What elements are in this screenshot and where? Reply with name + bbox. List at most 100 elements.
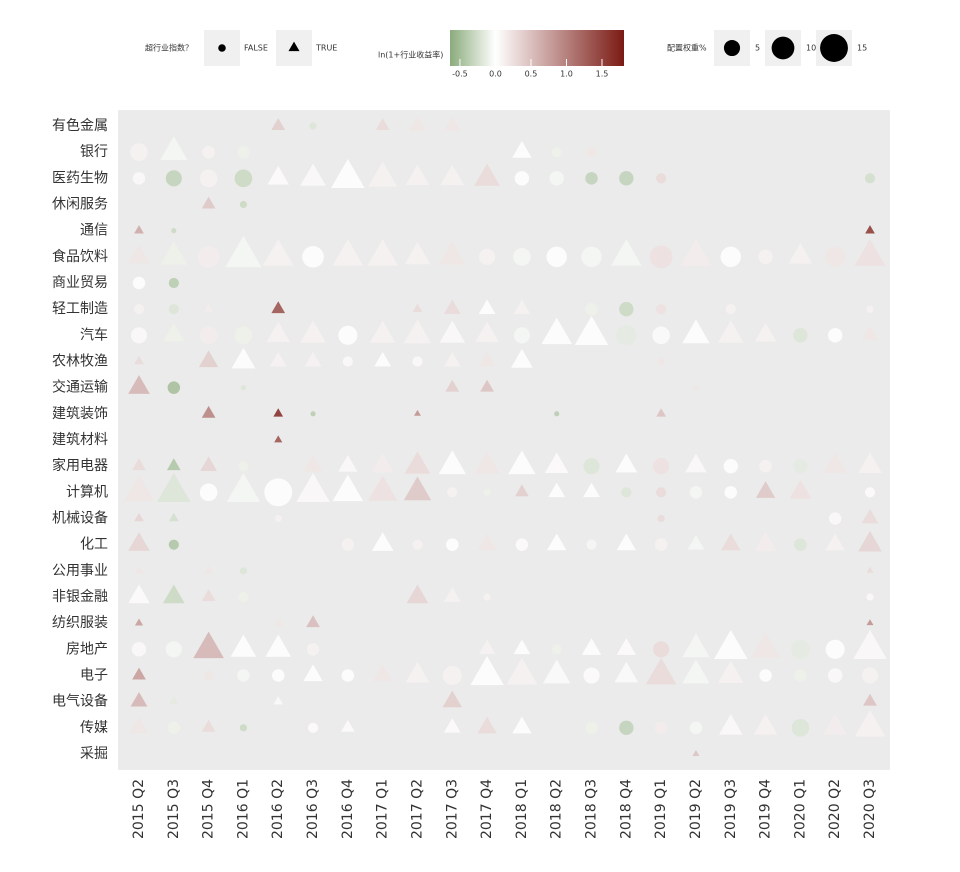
point: [586, 147, 597, 158]
point: [687, 534, 705, 550]
point: [134, 355, 144, 365]
point: [199, 326, 218, 345]
point: [265, 634, 292, 657]
point: [412, 356, 423, 367]
point: [438, 450, 466, 475]
point: [132, 667, 146, 680]
point: [713, 629, 748, 660]
point: [167, 381, 181, 394]
point: [234, 326, 253, 345]
point: [864, 487, 876, 498]
point: [586, 539, 597, 550]
point: [303, 664, 323, 682]
point: [271, 301, 286, 314]
point: [238, 591, 249, 603]
y-tick-label: 交通运输: [52, 379, 108, 396]
point: [443, 351, 461, 367]
point: [160, 136, 188, 161]
point: [171, 228, 177, 234]
x-tick-label: 2016 Q4: [340, 779, 356, 839]
point: [858, 452, 882, 474]
point: [478, 639, 496, 655]
point: [583, 458, 600, 475]
point: [514, 171, 530, 186]
point: [689, 486, 703, 499]
legend-title: 配置权重%: [667, 43, 707, 53]
point: [717, 660, 744, 683]
y-tick-label: 建筑装饰: [52, 406, 108, 422]
point: [866, 305, 874, 313]
legend-label: 5: [755, 44, 760, 53]
color-tick-label: 0.0: [489, 70, 502, 79]
size-key: [771, 36, 795, 60]
point: [225, 235, 262, 268]
point: [788, 243, 813, 264]
point: [513, 639, 531, 655]
point: [574, 315, 609, 346]
point: [300, 163, 326, 186]
point: [478, 351, 496, 367]
color-bar: [450, 30, 624, 66]
point: [657, 357, 665, 366]
x-tick-label: 2017 Q1: [375, 779, 391, 839]
point: [123, 474, 155, 502]
point: [854, 239, 886, 266]
point: [239, 724, 248, 732]
point: [231, 347, 256, 369]
point: [512, 140, 532, 158]
point: [793, 328, 808, 343]
point: [554, 411, 560, 417]
point: [827, 328, 843, 343]
y-tick-label: 休闲服务: [52, 197, 108, 213]
y-tick-label: 传媒: [80, 720, 108, 736]
point: [341, 669, 355, 682]
point: [157, 472, 191, 503]
point: [585, 721, 598, 735]
point: [367, 239, 398, 266]
y-tick-label: 农林牧渔: [52, 354, 108, 370]
point: [165, 170, 182, 187]
y-tick-label: 家用电器: [52, 457, 108, 474]
point: [614, 661, 639, 683]
x-tick-label: 2019 Q4: [758, 779, 774, 839]
point: [165, 641, 182, 658]
point: [866, 619, 874, 626]
point: [198, 350, 219, 368]
point: [720, 246, 741, 268]
legend-title: 超行业指数？: [145, 43, 193, 53]
x-tick-label: 2019 Q3: [723, 779, 739, 839]
point: [162, 584, 185, 604]
point: [267, 165, 290, 185]
point: [447, 487, 458, 498]
y-tick-label: 有色金属: [52, 117, 108, 134]
point: [442, 690, 462, 708]
point: [853, 629, 887, 660]
x-tick-label: 2020 Q1: [792, 779, 808, 839]
point: [474, 451, 500, 474]
y-tick-label: 计算机: [66, 484, 108, 500]
point: [794, 538, 807, 551]
point: [338, 325, 358, 345]
point: [404, 451, 431, 474]
point: [656, 487, 667, 498]
point: [269, 351, 287, 367]
point: [403, 476, 432, 501]
point: [861, 508, 879, 524]
point: [443, 718, 461, 733]
point: [721, 533, 741, 551]
point: [512, 716, 532, 734]
point: [685, 453, 707, 473]
point: [341, 538, 355, 551]
point: [549, 171, 564, 186]
point: [754, 322, 777, 342]
legend-symbol: [218, 44, 226, 52]
point: [129, 716, 149, 734]
x-tick-label: 2016 Q3: [305, 779, 321, 839]
point: [166, 458, 181, 471]
point: [262, 239, 294, 266]
point: [759, 459, 772, 473]
point: [375, 118, 390, 130]
point: [581, 246, 602, 268]
point: [201, 719, 216, 732]
point: [167, 721, 181, 735]
